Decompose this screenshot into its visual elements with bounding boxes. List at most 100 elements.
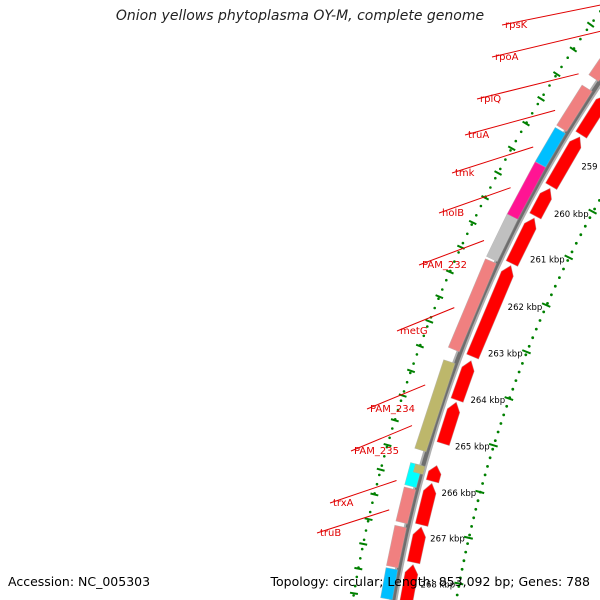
gene-label: rpoA	[495, 52, 519, 63]
inner-tick	[376, 467, 385, 472]
inner-tick	[481, 195, 490, 201]
gc-dot	[538, 319, 542, 322]
backbone	[389, 74, 600, 600]
gene-label-track: rpsK rpoA rplQ truA tmk holB PAM_232 metG PAM_23…	[316, 4, 600, 539]
gene-arrow-outer-9-shape	[425, 465, 442, 484]
gc-dot-inner	[457, 251, 460, 254]
gc-dot	[460, 567, 464, 571]
gc-dot	[493, 439, 497, 442]
gene-box-small	[412, 463, 426, 476]
gene-arrow-outer-4-edge	[528, 187, 553, 220]
gc-dot-inner	[494, 176, 497, 180]
gene-arrow-outer-12	[399, 563, 419, 600]
gc-dot-inner	[368, 510, 372, 514]
gene-box-inner-12-shape	[380, 567, 399, 600]
gene-arrow-outer-4-shape	[529, 187, 552, 220]
gene-label: truB	[320, 528, 341, 539]
gc-dot-inner	[536, 102, 540, 106]
gc-dot	[470, 525, 473, 528]
gene-arrow-outer-11	[406, 526, 427, 565]
gc-dot	[459, 576, 462, 580]
gc-dot-inner	[585, 28, 589, 32]
gene-arrow-outer-7-shape	[450, 360, 475, 403]
backbone-line	[391, 77, 600, 600]
gene-arrow-outer-6	[465, 264, 514, 360]
gc-dot-track	[352, 10, 600, 597]
gc-dot-inner	[396, 408, 400, 412]
leader-line	[316, 509, 390, 534]
leader-line	[418, 240, 485, 266]
gc-dot	[505, 404, 509, 408]
gene-box-inner-8-edge	[414, 359, 456, 453]
gc-dot-inner	[353, 584, 357, 588]
gene-arrow-outer-12-edge	[399, 563, 419, 600]
tick-label: 263 kbp	[488, 350, 523, 360]
gene-arrow-outer-6-shape	[466, 265, 514, 360]
gc-dot-inner	[441, 288, 444, 291]
tick-label: 259 kbp	[581, 162, 600, 172]
gene-box-inner-7-edge	[447, 258, 498, 353]
gc-dot-inner	[542, 93, 545, 96]
leader-line	[350, 425, 413, 452]
gene-arrow-outer-7	[450, 359, 475, 404]
tick-mark	[488, 442, 498, 448]
inner-tick	[359, 542, 368, 546]
gc-dot-inner	[437, 297, 440, 301]
gc-dot	[527, 344, 531, 348]
gc-dot	[534, 327, 538, 331]
gc-dot	[566, 259, 570, 262]
gene-arrow-outer-3-shape	[545, 136, 582, 190]
gene-arrow-outer-6-edge	[465, 264, 514, 360]
map-title: Onion yellows phytoplasma OY-M, complete…	[115, 8, 485, 24]
gc-dot	[491, 447, 495, 451]
gene-box-inner-2-shape	[588, 58, 600, 82]
gc-dot-inner	[504, 158, 507, 161]
inner-tick	[364, 517, 373, 522]
gc-dot-inner	[388, 436, 391, 440]
inner-tick	[507, 145, 516, 152]
gc-dot-inner	[433, 306, 437, 310]
gene-box-inner-11	[385, 524, 408, 569]
leader-line	[329, 480, 397, 504]
gc-dot	[468, 533, 471, 537]
gene-arrow-outer-4	[528, 187, 553, 220]
gc-dot	[462, 559, 466, 563]
gene-arrow-outer-10	[414, 482, 437, 528]
gene-box-inner-11-shape	[386, 524, 407, 569]
gc-dot-inner	[364, 529, 368, 532]
gc-dot-inner	[579, 37, 582, 41]
gene-box-inner-3-shape	[556, 84, 593, 133]
inner-tick	[390, 418, 399, 423]
inner-tick	[522, 120, 530, 127]
gene-label: PAM_234	[370, 404, 415, 415]
genome-summary: Topology: circular; Length: 853,092 bp; …	[270, 574, 591, 589]
gc-dot	[593, 207, 596, 211]
gene-arrow-outer-5-edge	[505, 217, 537, 268]
tick-label: 264 kbp	[470, 396, 505, 406]
gc-dot	[521, 362, 524, 365]
inner-tick	[586, 21, 595, 28]
gc-dot-inner	[453, 260, 456, 263]
gc-dot-inner	[352, 594, 355, 597]
gc-dot-inner	[470, 223, 474, 226]
gene-label: truA	[468, 130, 489, 141]
leader-line	[396, 307, 455, 332]
tick-mark	[463, 535, 474, 540]
gene-label: holB	[442, 208, 464, 219]
gc-dot	[511, 387, 515, 391]
inner-tick	[398, 393, 407, 398]
gene-arrow-outer-9	[425, 464, 442, 484]
gc-dot-inner	[560, 65, 563, 69]
gene-label: PAM_235	[354, 446, 399, 457]
gc-dot-inner	[399, 399, 403, 403]
gc-dot	[574, 241, 578, 245]
gc-dot-inner	[385, 445, 389, 449]
gene-arrow-outer-2	[574, 94, 600, 139]
gc-dot-inner	[362, 538, 366, 542]
gc-dot	[488, 456, 492, 460]
gene-box-inner-6	[485, 213, 519, 263]
gene-box-inner-5-edge	[506, 161, 547, 221]
gc-dot	[483, 473, 487, 477]
gc-dot-inner	[405, 380, 409, 384]
leader-line	[438, 187, 511, 214]
